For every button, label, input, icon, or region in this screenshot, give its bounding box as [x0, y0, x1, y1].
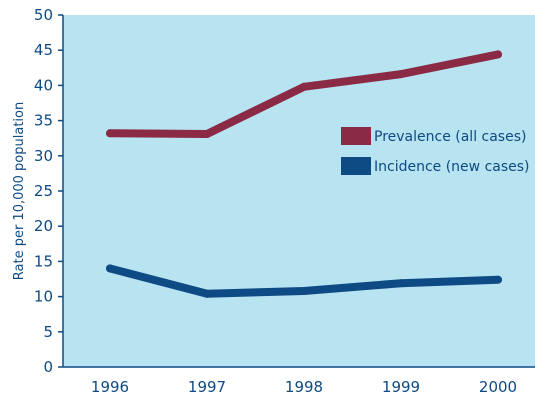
y-tick-label: 45: [34, 41, 53, 59]
legend-label: Prevalence (all cases): [374, 129, 526, 145]
x-tick-label: 1996: [91, 378, 129, 396]
x-tick-label: 2000: [479, 378, 517, 396]
y-tick-label: 0: [43, 358, 53, 376]
data-point: [106, 129, 114, 138]
y-tick-label: 20: [34, 217, 53, 235]
legend: Prevalence (all cases) Incidence (new cas…: [341, 127, 530, 175]
series-lines: [106, 50, 502, 298]
data-point: [106, 264, 114, 273]
data-point: [300, 82, 308, 91]
legend-label: Incidence (new cases): [374, 159, 530, 175]
x-tick-label: 1997: [188, 378, 226, 396]
data-point: [300, 286, 308, 295]
x-tick-label: 1998: [285, 378, 323, 396]
y-tick-label: 50: [34, 6, 53, 24]
y-axis-title: Rate per 10,000 population: [12, 102, 27, 280]
legend-swatch: [341, 157, 371, 175]
x-ticks: 1996 1997 1998 1999 2000: [91, 378, 517, 396]
data-point: [494, 50, 502, 59]
data-point: [203, 129, 211, 138]
legend-swatch: [341, 127, 371, 145]
plot-background: [63, 15, 535, 367]
y-tick-label: 40: [34, 76, 53, 94]
y-tick-label: 30: [34, 147, 53, 165]
data-point: [397, 279, 405, 288]
y-tick-label: 25: [34, 182, 53, 200]
x-tick-label: 1999: [382, 378, 420, 396]
y-tick-label: 5: [43, 323, 53, 341]
y-tick-label: 10: [34, 288, 53, 306]
y-ticks: 0 5 10 15 20 25 30 35 40 45 50: [34, 6, 63, 376]
y-tick-label: 35: [34, 112, 53, 130]
data-point: [397, 70, 405, 79]
data-point: [494, 275, 502, 284]
y-tick-label: 15: [34, 252, 53, 270]
data-point: [203, 289, 211, 298]
